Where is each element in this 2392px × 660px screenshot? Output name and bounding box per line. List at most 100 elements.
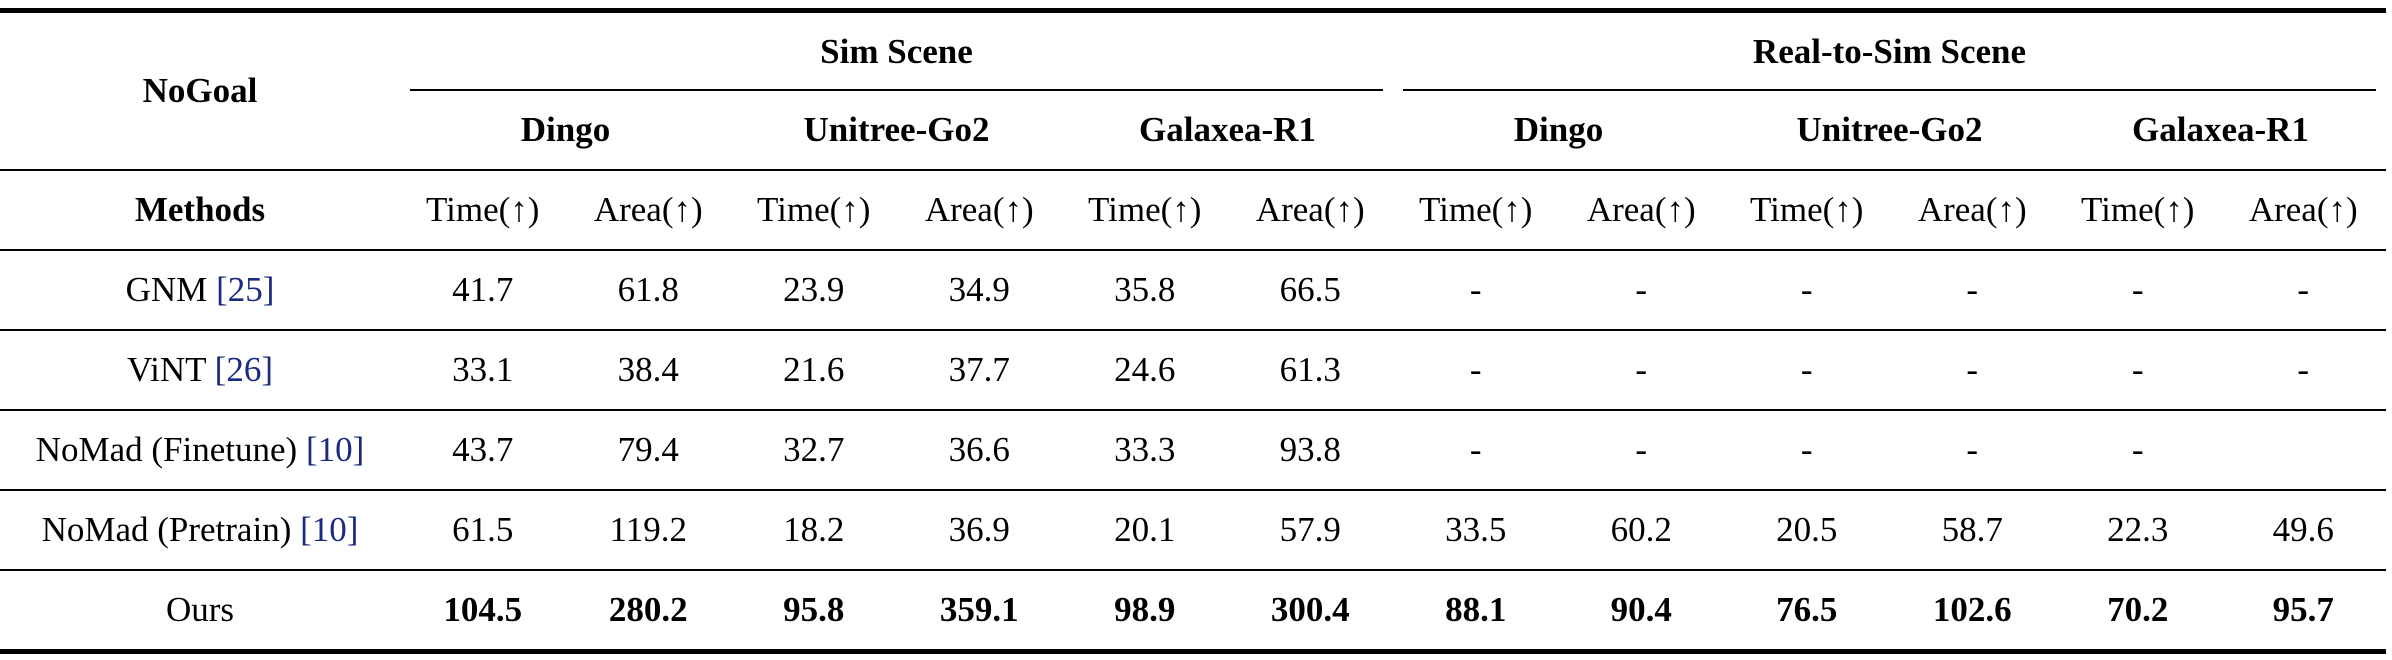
- value-cell: 104.5: [400, 570, 566, 654]
- method-name: ViNT: [127, 350, 206, 389]
- robot-header: Dingo: [400, 91, 731, 171]
- citation: [25]: [216, 270, 275, 309]
- value-cell: 102.6: [1889, 570, 2055, 654]
- value-cell: 95.7: [2220, 570, 2386, 654]
- method-name: NoMad (Finetune): [35, 430, 298, 469]
- value-cell: 90.4: [1558, 570, 1724, 654]
- value-cell: -: [1393, 410, 1559, 491]
- metric-header: Area(↑): [1889, 170, 2055, 251]
- value-cell: 66.5: [1227, 250, 1393, 331]
- robot-header: Unitree-Go2: [731, 91, 1062, 171]
- value-cell: 61.8: [565, 250, 731, 331]
- value-cell: 33.1: [400, 330, 566, 411]
- value-cell: 18.2: [731, 490, 897, 571]
- value-cell: 88.1: [1393, 570, 1559, 654]
- metric-header: Area(↑): [1558, 170, 1724, 251]
- metric-header: Time(↑): [1393, 170, 1559, 251]
- metric-header: Area(↑): [565, 170, 731, 251]
- metric-header: Area(↑): [1227, 170, 1393, 251]
- value-cell: 49.6: [2220, 490, 2386, 571]
- value-cell: -: [1558, 330, 1724, 411]
- value-cell: -: [2055, 330, 2221, 411]
- robot-header: Galaxea-R1: [1062, 91, 1393, 171]
- metric-header: Time(↑): [731, 170, 897, 251]
- metric-header: Area(↑): [2220, 170, 2386, 251]
- value-cell: -: [1724, 330, 1890, 411]
- methods-header: Methods: [0, 170, 400, 251]
- value-cell: 93.8: [1227, 410, 1393, 491]
- method-cell: NoMad (Pretrain) [10]: [0, 490, 400, 571]
- value-cell: 35.8: [1062, 250, 1228, 331]
- value-cell: 76.5: [1724, 570, 1890, 654]
- value-cell: 24.6: [1062, 330, 1228, 411]
- value-cell: 70.2: [2055, 570, 2221, 654]
- value-cell: -: [2055, 250, 2221, 331]
- value-cell: -: [1393, 250, 1559, 331]
- metric-header: Time(↑): [1724, 170, 1890, 251]
- metric-header: Time(↑): [2055, 170, 2221, 251]
- group-header: Sim Scene: [400, 8, 1393, 91]
- method-name: NoMad (Pretrain): [41, 510, 292, 549]
- value-cell: 20.1: [1062, 490, 1228, 571]
- value-cell: -: [2220, 250, 2386, 331]
- data-row: GNM [25] 41.7 61.8 23.9 34.9 35.8 66.5- - - - - -: [0, 250, 2386, 331]
- value-cell: -: [1889, 410, 2055, 491]
- group-header: Real-to-Sim Scene: [1393, 8, 2386, 91]
- method-name: Ours: [165, 590, 235, 629]
- value-cell: 21.6: [731, 330, 897, 411]
- data-row: NoMad (Pretrain) [10] 61.5 119.2 18.2 36.9 20…: [0, 490, 2386, 571]
- metric-header: Area(↑): [896, 170, 1062, 251]
- value-cell: 20.5: [1724, 490, 1890, 571]
- value-cell: 22.3: [2055, 490, 2221, 571]
- robot-header: Dingo: [1393, 91, 1724, 171]
- header-row: Dingo Unitree-Go2 Galaxea-R1 Dingo Unitree-G…: [0, 91, 2386, 171]
- value-cell: 23.9: [731, 250, 897, 331]
- data-row: ViNT [26] 33.1 38.4 21.6 37.7 24.6 61.3- - - - - -: [0, 330, 2386, 411]
- header-row: Methods Time(↑) Area(↑) Time(↑) Area(↑) Time(…: [0, 170, 2386, 251]
- value-cell: 300.4: [1227, 570, 1393, 654]
- value-cell: 58.7: [1889, 490, 2055, 571]
- value-cell: 98.9: [1062, 570, 1228, 654]
- citation: [10]: [300, 510, 359, 549]
- value-cell: 61.3: [1227, 330, 1393, 411]
- value-cell: 33.3: [1062, 410, 1228, 491]
- data-row: Ours 104.5 280.2 95.8 359.1 98.9 300.4 88.1 90.4…: [0, 570, 2386, 654]
- value-cell: 36.6: [896, 410, 1062, 491]
- value-cell: 280.2: [565, 570, 731, 654]
- value-cell: 34.9: [896, 250, 1062, 331]
- method-cell: ViNT [26]: [0, 330, 400, 411]
- metric-header: Time(↑): [1062, 170, 1228, 251]
- method-cell: NoMad (Finetune) [10]: [0, 410, 400, 491]
- value-cell: 43.7: [400, 410, 566, 491]
- value-cell: 95.8: [731, 570, 897, 654]
- value-cell: 57.9: [1227, 490, 1393, 571]
- value-cell: 32.7: [731, 410, 897, 491]
- value-cell: 36.9: [896, 490, 1062, 571]
- value-cell: 41.7: [400, 250, 566, 331]
- method-name: GNM: [125, 270, 208, 309]
- value-cell: 37.7: [896, 330, 1062, 411]
- value-cell: -: [1558, 410, 1724, 491]
- value-cell: 359.1: [896, 570, 1062, 654]
- value-cell: -: [1889, 330, 2055, 411]
- data-row: NoMad (Finetune) [10] 43.7 79.4 32.7 36.6 33.…: [0, 410, 2386, 491]
- value-cell: 61.5: [400, 490, 566, 571]
- value-cell: [2220, 410, 2386, 491]
- value-cell: -: [1393, 330, 1559, 411]
- citation: [10]: [305, 430, 365, 469]
- value-cell: -: [1724, 250, 1890, 331]
- value-cell: -: [2055, 410, 2221, 491]
- value-cell: -: [1558, 250, 1724, 331]
- corner-header: NoGoal: [0, 8, 400, 171]
- value-cell: -: [1889, 250, 2055, 331]
- robot-header: Galaxea-R1: [2055, 91, 2386, 171]
- metric-header: Time(↑): [400, 170, 566, 251]
- results-table: NoGoal Sim Scene Real-to-Sim Scene Dingo Uni…: [0, 8, 2386, 654]
- header-row: NoGoal Sim Scene Real-to-Sim Scene: [0, 8, 2386, 171]
- citation: [26]: [214, 350, 273, 389]
- value-cell: -: [1724, 410, 1890, 491]
- page: NoGoal Sim Scene Real-to-Sim Scene Dingo Uni…: [0, 8, 2392, 660]
- value-cell: 79.4: [565, 410, 731, 491]
- method-cell: GNM [25]: [0, 250, 400, 331]
- value-cell: 60.2: [1558, 490, 1724, 571]
